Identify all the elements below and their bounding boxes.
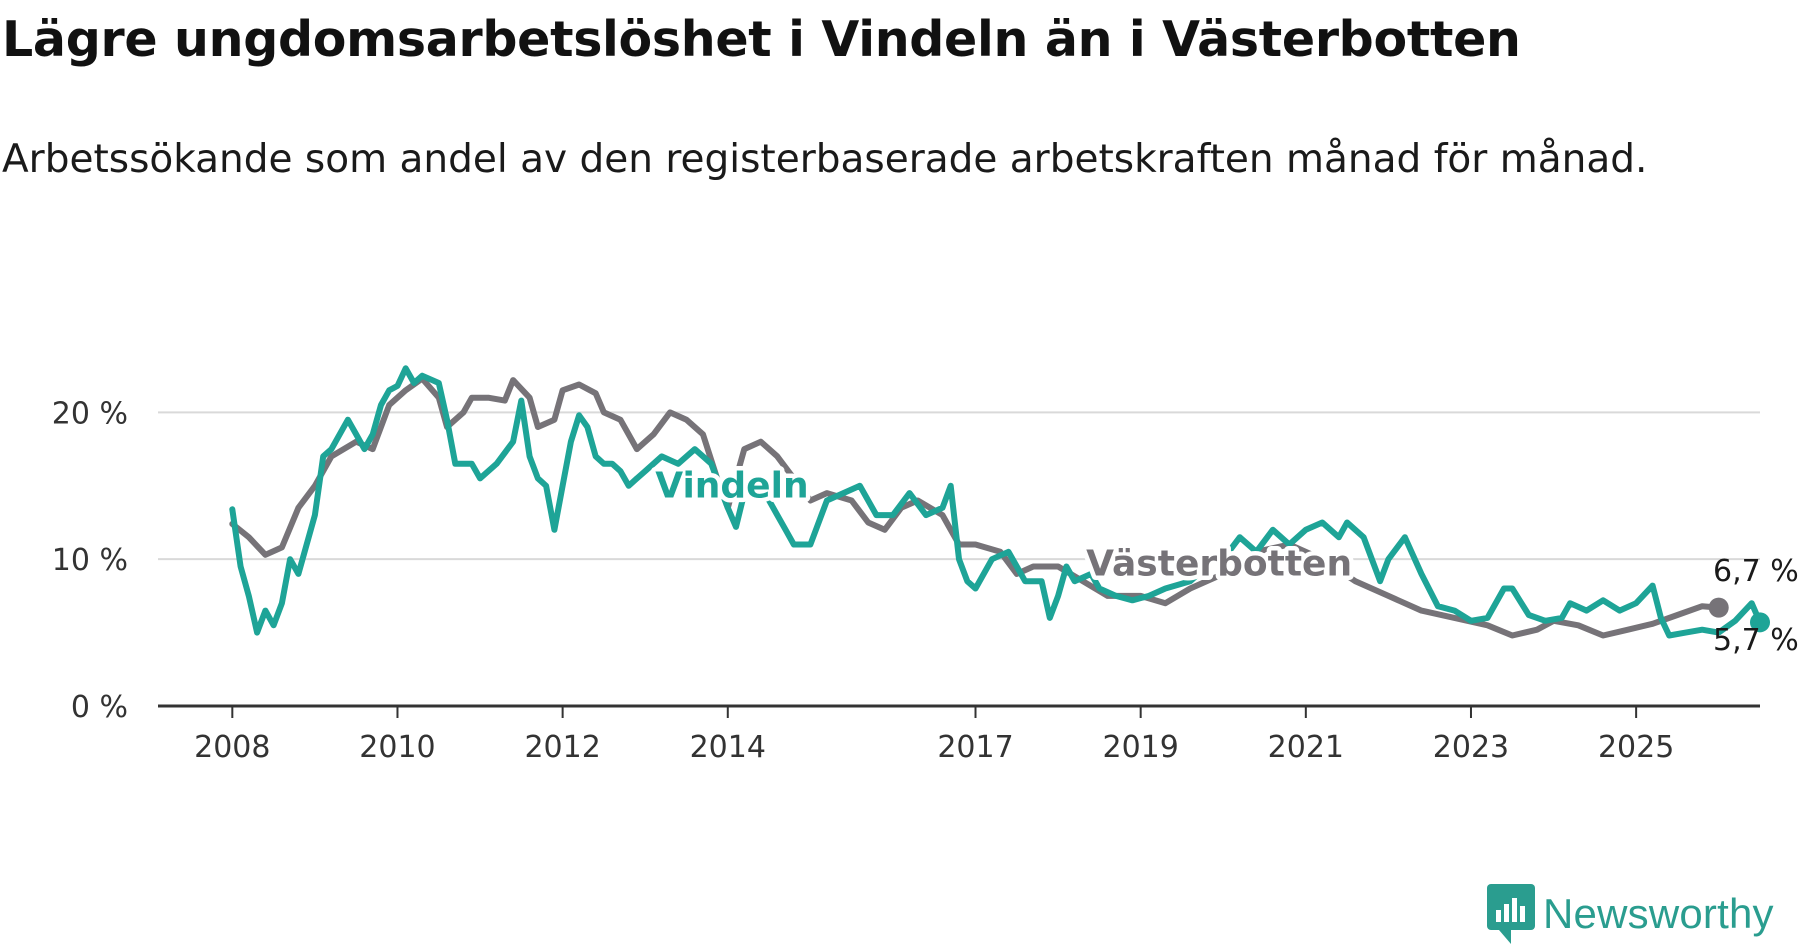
series-end-marker xyxy=(1708,597,1729,618)
y-tick-label: 10 % xyxy=(52,543,128,578)
series-line-vsterbotten xyxy=(229,375,1722,639)
x-tick-label: 2023 xyxy=(1433,730,1509,765)
x-tick-label: 2010 xyxy=(359,730,435,765)
series-name-label: Vindeln xyxy=(655,466,808,507)
x-tick-label: 2012 xyxy=(524,730,600,765)
x-tick-label: 2025 xyxy=(1598,730,1674,765)
chart-subtitle: Arbetssökande som andel av den registerb… xyxy=(2,137,1648,182)
x-tick-label: 2008 xyxy=(194,730,270,765)
series-end-marker xyxy=(1750,612,1770,633)
x-tick-label: 2021 xyxy=(1268,730,1344,765)
x-tick-label: 2017 xyxy=(937,730,1013,765)
series-labels: Vindeln Västerbotten 6,7 % 5,7 % xyxy=(651,461,1799,658)
x-tick-label: 2014 xyxy=(690,730,766,765)
y-tick-label: 20 % xyxy=(52,396,128,431)
series-lines xyxy=(229,365,1770,639)
chart-title: Lägre ungdomsarbetslöshet i Vindeln än i… xyxy=(2,11,1521,68)
brand-name: Newsworthy xyxy=(1543,890,1774,937)
series-line-vindeln xyxy=(229,365,1763,639)
axes: 0 % 10 % 20 % 2008 2010 2012 2014 2017 2019 2021 2… xyxy=(52,396,1760,765)
end-value-label: 5,7 % xyxy=(1713,623,1799,658)
y-tick-label: 0 % xyxy=(71,690,128,725)
series-name-label: Västerbotten xyxy=(1086,543,1352,584)
x-tick-label: 2019 xyxy=(1102,730,1178,765)
newsworthy-logo: Newsworthy xyxy=(1487,884,1774,944)
end-value-label: 6,7 % xyxy=(1713,554,1799,589)
bar-chart-icon xyxy=(1487,884,1535,944)
